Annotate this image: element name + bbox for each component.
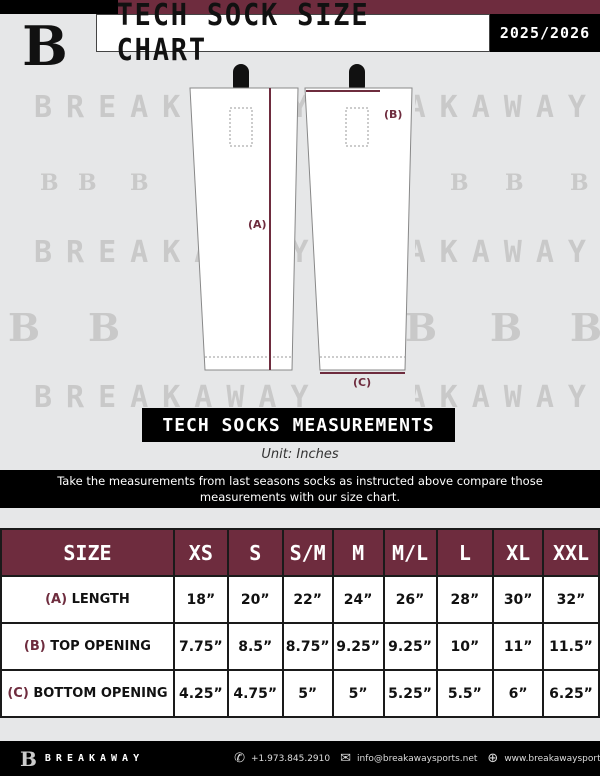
cell: 11” xyxy=(492,622,545,671)
size-chart-table: SIZE XS S S/M M M/L L XL XXL (A) LENGTH … xyxy=(0,528,600,718)
watermark-logo: B xyxy=(8,305,41,350)
size-col: XXL xyxy=(542,528,600,577)
watermark-logo: B xyxy=(570,170,589,196)
size-col: M xyxy=(331,528,385,577)
watermark-logo: B xyxy=(450,170,469,196)
cell: 8.5” xyxy=(226,622,284,671)
label-a: (A) xyxy=(248,218,267,231)
cell: 24” xyxy=(331,575,385,624)
right-sock xyxy=(304,87,413,371)
unit-label: Unit: Inches xyxy=(261,447,339,462)
cell: 9.25” xyxy=(382,622,438,671)
label-c: (C) xyxy=(353,376,372,389)
row-label: (C) BOTTOM OPENING xyxy=(0,669,175,718)
title-box: TECH SOCK SIZE CHART xyxy=(96,0,490,68)
cell: 18” xyxy=(172,575,229,624)
watermark-logo: B xyxy=(78,170,97,196)
phone-icon: ✆ xyxy=(234,751,245,766)
watermark-logo: B xyxy=(405,305,438,350)
sock-diagram xyxy=(189,64,413,374)
row-label: (A) LENGTH xyxy=(0,575,175,624)
size-col: S xyxy=(226,528,284,577)
cell: 5.5” xyxy=(435,669,495,718)
cell: 32” xyxy=(542,575,600,624)
cell: 30” xyxy=(492,575,545,624)
size-col: XL xyxy=(492,528,545,577)
table-header-row: SIZE XS S S/M M M/L L XL XXL xyxy=(0,528,600,577)
cell: 5” xyxy=(331,669,385,718)
footer-logo: B xyxy=(20,746,37,771)
cell: 8.75” xyxy=(281,622,334,671)
watermark-logo: B xyxy=(130,170,149,196)
size-col: XS xyxy=(172,528,229,577)
top-bar-maroon xyxy=(118,0,600,14)
season-year: 2025/2026 xyxy=(490,14,600,52)
cell: 26” xyxy=(382,575,438,624)
cell: 28” xyxy=(435,575,495,624)
table-row: (A) LENGTH 18” 20” 22” 24” 26” 28” 30” 3… xyxy=(0,575,600,624)
table-row: (C) BOTTOM OPENING 4.25” 4.75” 5” 5” 5.2… xyxy=(0,669,600,718)
cell: 22” xyxy=(281,575,334,624)
footer-brand: BREAKAWAY xyxy=(44,753,145,764)
right-sock-tab xyxy=(349,64,365,94)
label-b: (B) xyxy=(384,108,403,121)
watermark-logo: B xyxy=(490,305,523,350)
cell: 6.25” xyxy=(542,669,600,718)
cell: 6” xyxy=(492,669,545,718)
watermark-text: BREAKAWAY xyxy=(415,235,600,270)
breakaway-logo: B xyxy=(22,14,68,78)
cell: 10” xyxy=(435,622,495,671)
top-bar-black xyxy=(0,0,118,14)
size-col: M/L xyxy=(382,528,438,577)
cell: 9.25” xyxy=(331,622,385,671)
left-sock xyxy=(189,87,299,371)
table-row: (B) TOP OPENING 7.75” 8.5” 8.75” 9.25” 9… xyxy=(0,622,600,671)
watermark-text: BREAKAWAY xyxy=(415,90,600,125)
cell: 4.25” xyxy=(172,669,229,718)
size-col: S/M xyxy=(281,528,334,577)
footer-website[interactable]: www.breakawaysports.net xyxy=(504,753,600,764)
row-label: (B) TOP OPENING xyxy=(0,622,175,671)
globe-icon: ⊕ xyxy=(487,751,499,766)
cell: 20” xyxy=(226,575,284,624)
size-header: SIZE xyxy=(0,528,175,577)
page-title: TECH SOCK SIZE CHART xyxy=(116,0,370,68)
footer-phone[interactable]: +1.973.845.2910 xyxy=(251,753,331,764)
footer-email[interactable]: info@breakawaysports.net xyxy=(357,753,478,764)
envelope-icon: ✉ xyxy=(340,751,352,766)
watermark-logo: B xyxy=(505,170,524,196)
cell: 7.75” xyxy=(172,622,229,671)
cell: 5.25” xyxy=(382,669,438,718)
cell: 11.5” xyxy=(542,622,600,671)
cell: 4.75” xyxy=(226,669,284,718)
instructions: Take the measurements from last seasons … xyxy=(0,470,600,508)
measurements-title: TECH SOCKS MEASUREMENTS xyxy=(142,408,455,442)
footer: B BREAKAWAY ✆ +1.973.845.2910 ✉ info@bre… xyxy=(0,741,600,776)
cell: 5” xyxy=(281,669,334,718)
left-sock-tab xyxy=(233,64,249,94)
watermark-logo: B xyxy=(570,305,600,350)
size-col: L xyxy=(435,528,495,577)
watermark-logo: B xyxy=(40,170,59,196)
watermark-logo: B xyxy=(88,305,121,350)
